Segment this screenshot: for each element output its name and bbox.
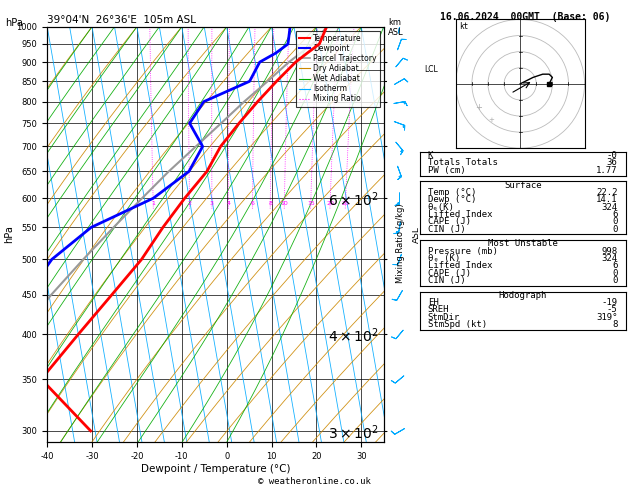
Text: 16.06.2024  00GMT  (Base: 06): 16.06.2024 00GMT (Base: 06) (440, 12, 610, 22)
Text: Lifted Index: Lifted Index (428, 261, 493, 270)
Text: hPa: hPa (5, 18, 23, 28)
Text: 6: 6 (250, 201, 255, 207)
Y-axis label: hPa: hPa (4, 226, 14, 243)
Text: -5: -5 (607, 306, 618, 314)
Legend: Temperature, Dewpoint, Parcel Trajectory, Dry Adiabat, Wet Adiabat, Isotherm, Mi: Temperature, Dewpoint, Parcel Trajectory… (296, 31, 380, 106)
Text: K: K (428, 151, 433, 160)
Text: Mixing Ratio (g/kg): Mixing Ratio (g/kg) (396, 203, 404, 283)
Text: StmDir: StmDir (428, 313, 460, 322)
Text: 1: 1 (151, 201, 155, 207)
Text: LCL: LCL (424, 65, 438, 74)
Text: 8: 8 (612, 320, 618, 329)
Text: θₑ(K): θₑ(K) (428, 203, 455, 211)
Text: 324: 324 (601, 254, 618, 263)
Text: CAPE (J): CAPE (J) (428, 269, 470, 278)
Text: 0: 0 (612, 269, 618, 278)
Text: 0: 0 (612, 225, 618, 234)
Text: +: + (475, 103, 482, 112)
Text: 998: 998 (601, 246, 618, 256)
Text: 6: 6 (612, 261, 618, 270)
Text: StmSpd (kt): StmSpd (kt) (428, 320, 487, 329)
Text: km
ASL: km ASL (388, 18, 404, 37)
Text: Dewp (°C): Dewp (°C) (428, 195, 476, 204)
Text: Pressure (mb): Pressure (mb) (428, 246, 498, 256)
Text: 10: 10 (281, 201, 288, 207)
Text: 0: 0 (612, 217, 618, 226)
Text: SREH: SREH (428, 306, 449, 314)
Text: 6: 6 (612, 210, 618, 219)
Text: -19: -19 (601, 298, 618, 307)
Text: 2: 2 (187, 201, 191, 207)
Text: Hodograph: Hodograph (499, 291, 547, 300)
Y-axis label: km
ASL: km ASL (401, 226, 421, 243)
Text: CIN (J): CIN (J) (428, 225, 465, 234)
Text: 15: 15 (307, 201, 314, 207)
Text: 4: 4 (226, 201, 230, 207)
Text: © weatheronline.co.uk: © weatheronline.co.uk (258, 477, 371, 486)
Text: 36: 36 (607, 158, 618, 167)
X-axis label: Dewpoint / Temperature (°C): Dewpoint / Temperature (°C) (141, 464, 290, 474)
Text: 39°04'N  26°36'E  105m ASL: 39°04'N 26°36'E 105m ASL (47, 15, 196, 25)
Text: Totals Totals: Totals Totals (428, 158, 498, 167)
Text: CIN (J): CIN (J) (428, 276, 465, 285)
Text: +: + (488, 118, 494, 123)
Text: CAPE (J): CAPE (J) (428, 217, 470, 226)
Text: -0: -0 (607, 151, 618, 160)
Text: 25: 25 (342, 201, 349, 207)
Text: 20: 20 (326, 201, 334, 207)
Text: 0: 0 (612, 276, 618, 285)
Text: kt: kt (459, 22, 468, 31)
Text: PW (cm): PW (cm) (428, 166, 465, 175)
Text: θₑ (K): θₑ (K) (428, 254, 460, 263)
Text: EH: EH (428, 298, 438, 307)
Text: 1.77: 1.77 (596, 166, 618, 175)
Text: 3: 3 (210, 201, 214, 207)
Text: Most Unstable: Most Unstable (487, 239, 558, 248)
Text: 324: 324 (601, 203, 618, 211)
Text: 319°: 319° (596, 313, 618, 322)
Text: Surface: Surface (504, 181, 542, 190)
Text: 14.1: 14.1 (596, 195, 618, 204)
Text: Lifted Index: Lifted Index (428, 210, 493, 219)
Text: Temp (°C): Temp (°C) (428, 188, 476, 197)
Text: 22.2: 22.2 (596, 188, 618, 197)
Text: 8: 8 (269, 201, 272, 207)
